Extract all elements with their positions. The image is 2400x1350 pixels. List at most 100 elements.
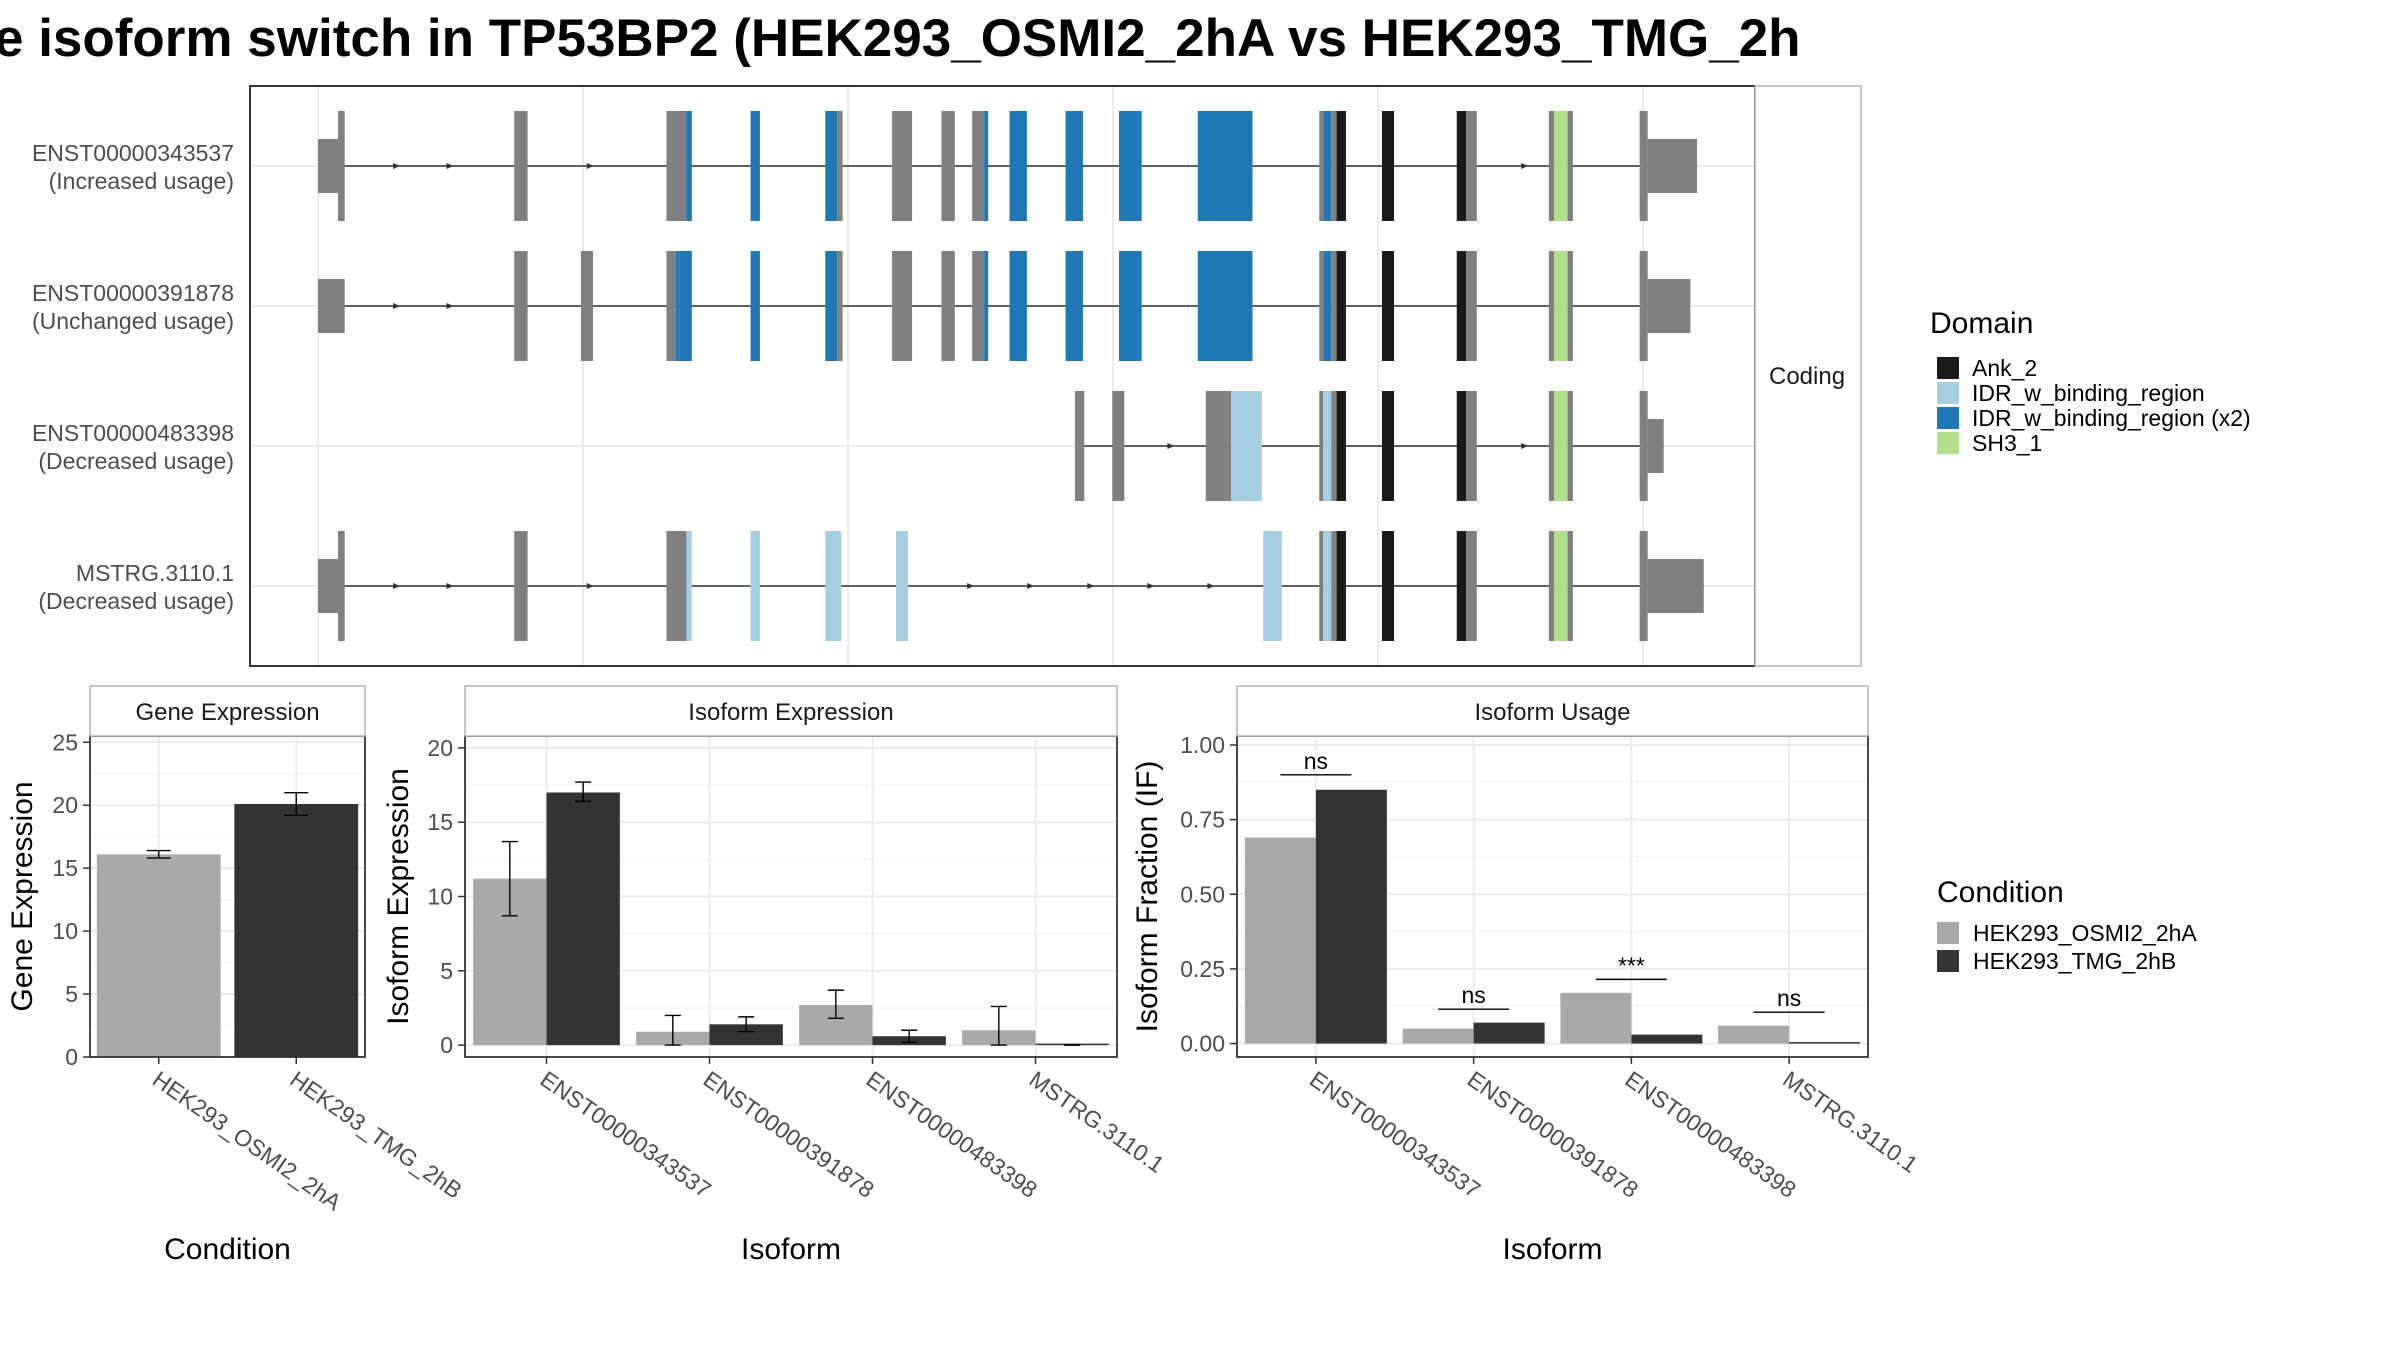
- domain-block: [1009, 251, 1027, 361]
- condition-legend-label: HEK293_OSMI2_2hA: [1973, 920, 2197, 946]
- domain-block: [1554, 111, 1568, 221]
- significance-label: ***: [1618, 952, 1645, 978]
- domain-legend-key: [1937, 382, 1959, 404]
- exon-block: [580, 251, 594, 361]
- domain-block: [1381, 111, 1395, 221]
- domain-legend-key: [1937, 407, 1959, 429]
- domain-block: [1336, 251, 1346, 361]
- y-tick-label: 0.25: [1180, 956, 1225, 982]
- utr-block: [1647, 559, 1704, 613]
- exon-block: [941, 111, 955, 221]
- domain-legend-label: Ank_2: [1972, 355, 2037, 381]
- strand-arrow: [1087, 583, 1095, 589]
- bar: [1035, 1043, 1109, 1046]
- domain-block: [1323, 251, 1332, 361]
- condition-legend-title: Condition: [1937, 876, 2064, 909]
- bar: [546, 792, 620, 1046]
- exon-block: [1548, 111, 1555, 221]
- bar: [709, 1024, 783, 1046]
- strand-arrow: [586, 163, 594, 169]
- y-tick-label: 20: [427, 735, 453, 761]
- facet-strip-label: Coding: [1769, 363, 1845, 390]
- strand-arrow: [393, 163, 401, 169]
- domain-block: [1381, 531, 1395, 641]
- exon-block: [1319, 251, 1324, 361]
- strand-arrow: [1027, 583, 1035, 589]
- domain-block: [679, 251, 692, 361]
- y-tick-label: 5: [440, 958, 453, 984]
- domain-block: [825, 111, 838, 221]
- domain-block: [1554, 531, 1568, 641]
- bar: [1473, 1022, 1545, 1044]
- domain-legend-key: [1937, 432, 1959, 454]
- domain-block: [1336, 111, 1346, 221]
- domain-block: [984, 111, 989, 221]
- condition-legend-key: [1937, 922, 1959, 944]
- y-tick-label: 5: [65, 981, 78, 1007]
- exon-block: [1319, 531, 1324, 641]
- exon-block: [338, 111, 345, 221]
- domain-block: [1197, 251, 1253, 361]
- exon-block: [1548, 391, 1555, 501]
- y-tick-label: 10: [52, 918, 78, 944]
- exon-block: [1112, 391, 1125, 501]
- y-axis-title: Isoform Expression: [382, 768, 415, 1025]
- transcript-label: MSTRG.3110.1: [76, 560, 234, 586]
- domain-block: [1554, 251, 1568, 361]
- strand-arrow: [1167, 443, 1175, 449]
- panel-title: Isoform Usage: [1474, 699, 1630, 726]
- domain-block: [825, 251, 838, 361]
- exon-block: [666, 531, 687, 641]
- exon-block: [1331, 111, 1337, 221]
- x-tick-label: ENST00000483398: [1621, 1066, 1801, 1203]
- y-tick-label: 25: [52, 729, 78, 755]
- domain-block: [984, 251, 989, 361]
- y-tick-label: 15: [427, 809, 453, 835]
- condition-legend-key: [1937, 950, 1959, 972]
- exon-block: [1567, 531, 1573, 641]
- domain-block: [1381, 391, 1395, 501]
- strand-arrow: [1521, 163, 1529, 169]
- domain-block: [750, 531, 760, 641]
- domain-legend-label: IDR_w_binding_region: [1972, 380, 2205, 406]
- exon-block: [1331, 391, 1337, 501]
- x-tick-label: MSTRG.3110.1: [1778, 1066, 1922, 1178]
- domain-block: [1381, 251, 1395, 361]
- exon-block: [837, 251, 843, 361]
- transcript-usage-label: (Unchanged usage): [32, 308, 234, 334]
- exon-block: [1074, 391, 1085, 501]
- panel-strip: [1236, 685, 1869, 737]
- significance-label: ns: [1304, 748, 1328, 774]
- domain-block: [1065, 111, 1083, 221]
- panel-strip: [464, 685, 1118, 737]
- strand-arrow: [967, 583, 975, 589]
- domain-block: [1119, 251, 1142, 361]
- exon-block: [1319, 111, 1324, 221]
- bar: [96, 854, 221, 1057]
- x-tick-label: ENST00000343537: [536, 1066, 716, 1203]
- domain-block: [1119, 111, 1142, 221]
- exon-block: [1567, 391, 1573, 501]
- exon-block: [1639, 531, 1648, 641]
- exon-block: [1639, 391, 1648, 501]
- strand-arrow: [1207, 583, 1215, 589]
- domain-block: [686, 111, 692, 221]
- domain-block: [1323, 111, 1332, 221]
- transcript-track-mstrg-3110-1: [318, 531, 1704, 641]
- domain-block: [896, 531, 909, 641]
- strand-arrow: [1147, 583, 1155, 589]
- exon-block: [666, 251, 676, 361]
- utr-block: [318, 279, 345, 333]
- strand-arrow: [1521, 443, 1529, 449]
- strand-arrow: [393, 303, 401, 309]
- exon-block: [1548, 251, 1555, 361]
- domain-block: [1263, 531, 1282, 641]
- y-tick-label: 0: [440, 1032, 453, 1058]
- exon-block: [1567, 111, 1573, 221]
- exon-block: [1319, 391, 1324, 501]
- exon-block: [1639, 111, 1648, 221]
- exon-block: [666, 111, 687, 221]
- transcript-usage-label: (Decreased usage): [38, 448, 234, 474]
- domain-block: [1065, 251, 1083, 361]
- x-tick-label: ENST00000343537: [1305, 1066, 1485, 1203]
